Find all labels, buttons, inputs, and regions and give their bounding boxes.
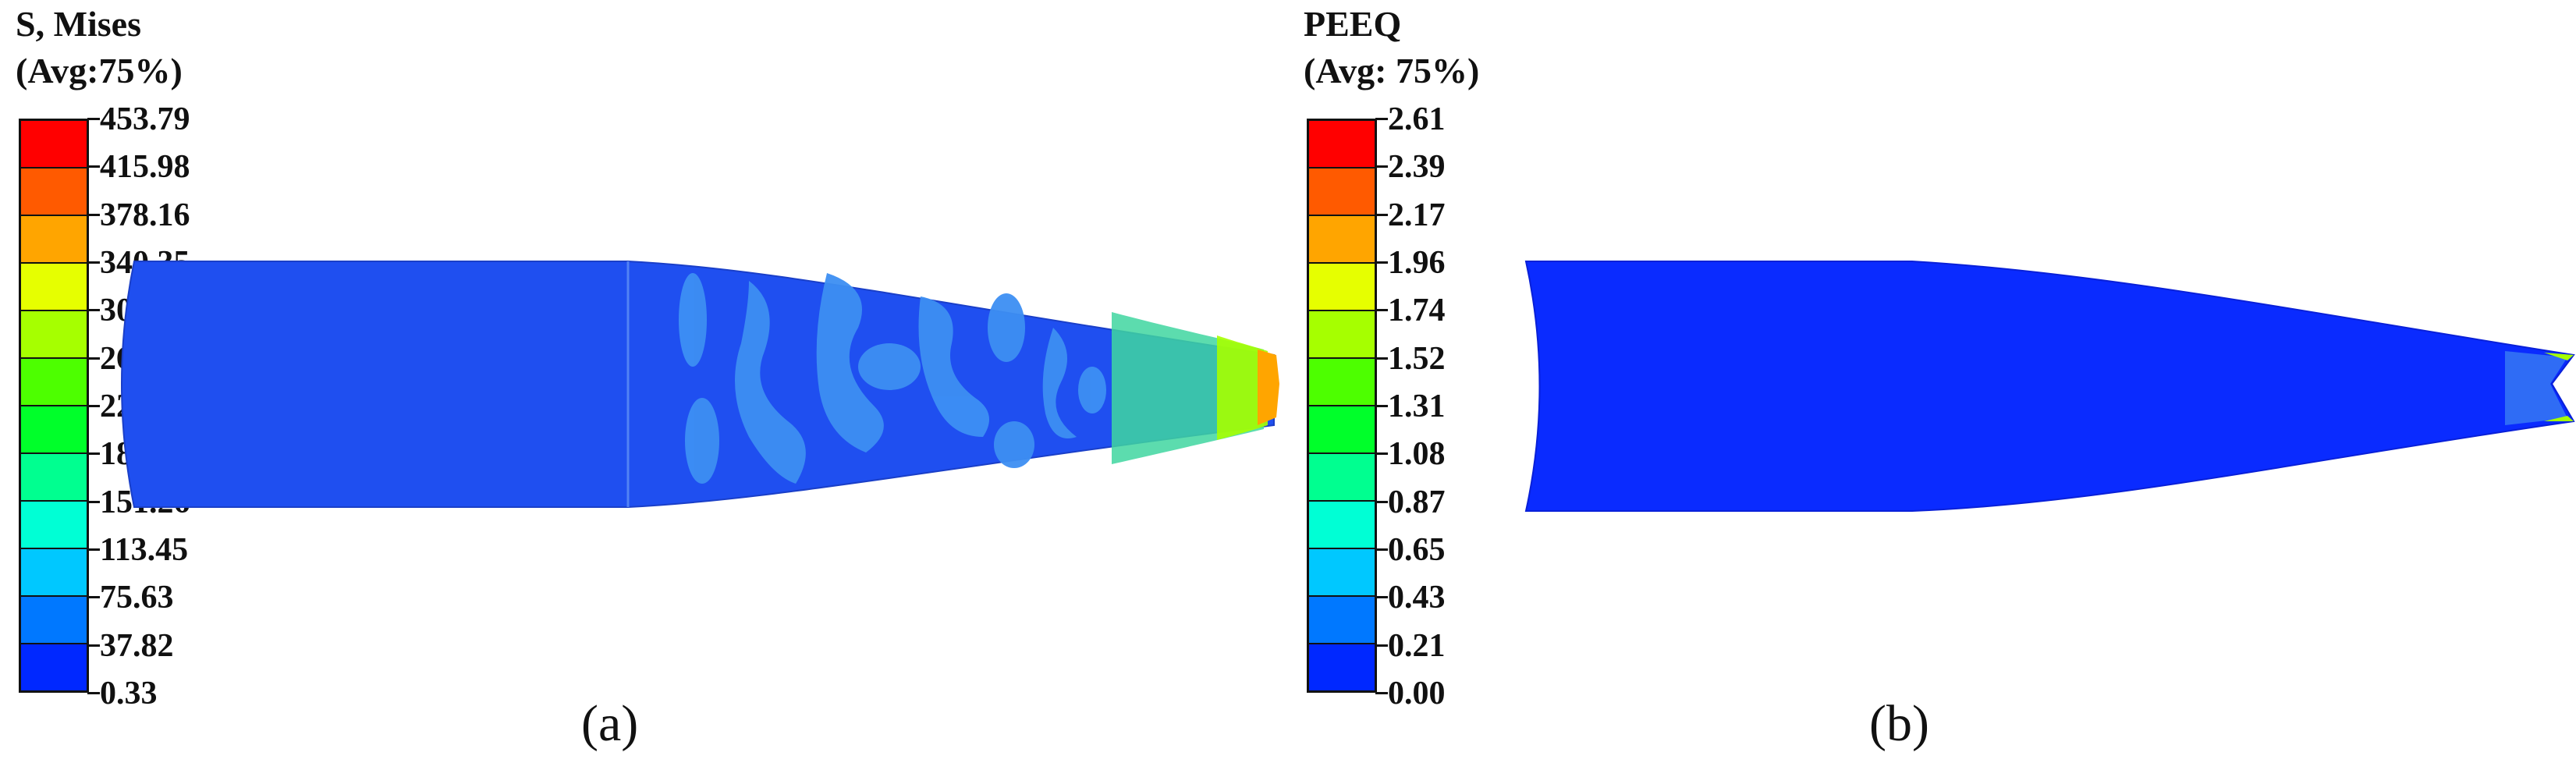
legend-tick-label: 2.39 [1388,149,1446,186]
legend-swatch [1309,264,1375,311]
legend-title-line2: (Avg:75%) [16,51,183,90]
legend-swatch [1309,406,1375,454]
legend-swatch [1309,216,1375,264]
legend-tick-mark [1375,213,1388,216]
legend-tick-label: 2.17 [1388,197,1446,233]
legend-swatch [21,597,87,644]
legend-tick-label: 37.82 [100,627,174,664]
legend-swatch [1309,597,1375,644]
legend-swatch [1309,454,1375,502]
tip-zone-light [2505,351,2567,425]
legend-tick-label: 1.74 [1388,293,1446,329]
legend-swatch [1309,549,1375,597]
color-legend-bar [19,119,89,693]
tip-zone-yellow [1217,335,1268,440]
legend-swatch [21,311,87,359]
legend-tick-mark [87,309,100,312]
color-legend-bar [1307,119,1377,693]
legend-tick-label: 1.52 [1388,340,1446,377]
legend-tick-mark [87,261,100,264]
legend-tick-mark [1375,452,1388,456]
legend-tick-label: 415.98 [100,149,190,186]
legend-title-line2: (Avg: 75%) [1304,51,1480,90]
legend-swatch [21,406,87,454]
legend-tick-label: 0.43 [1388,580,1446,616]
legend-tick-mark [87,644,100,647]
legend-tick-mark [1375,118,1388,120]
legend-swatch [21,264,87,311]
legend-title-line1: S, Mises [16,4,141,44]
legend-tick-mark [87,548,100,551]
legend-tick-mark [87,452,100,456]
legend-tick-label: 0.87 [1388,484,1446,520]
legend-tick-mark [87,596,100,599]
legend-tick-mark [1375,548,1388,551]
legend-swatch [21,454,87,502]
legend-swatch [1309,644,1375,690]
part-body [1524,261,2575,512]
contour-plot [1524,261,2575,512]
legend-swatch [21,359,87,406]
legend-swatch [1309,169,1375,216]
panel-mises-stress: S, Mises (Avg:75%) 453.79415.98378.16340… [16,4,1279,752]
legend-tick-mark [1375,500,1388,503]
legend-tick-mark [87,405,100,407]
legend-swatch [21,121,87,169]
legend-swatch [1309,121,1375,169]
figure-caption: (a) [581,695,639,752]
legend-swatch [1309,359,1375,406]
legend-tick-label: 453.79 [100,101,190,137]
legend-tick-label: 1.96 [1388,245,1446,281]
legend-tick-label: 75.63 [100,580,174,616]
legend-swatch [21,644,87,690]
legend-tick-mark [87,118,100,120]
tip-edge-top [2544,353,2574,360]
legend-tick-mark [1375,309,1388,312]
legend-tick-mark [87,165,100,169]
legend-title-line1: PEEQ [1304,4,1402,44]
legend-swatch [1309,502,1375,549]
tip-edge-bottom [2544,416,2574,421]
legend-tick-mark [87,692,100,694]
legend-tick-mark [87,500,100,503]
legend-swatch [21,216,87,264]
legend-swatch [21,549,87,597]
legend-tick-label: 0.65 [1388,532,1446,568]
legend-tick-mark [87,357,100,360]
legend-tick-mark [1375,596,1388,599]
legend-tick-label: 1.08 [1388,436,1446,473]
legend-tick-label: 0.00 [1388,676,1446,711]
legend-tick-label: 0.21 [1388,627,1446,664]
legend-tick-mark [1375,165,1388,169]
panel-peeq: PEEQ (Avg: 75%) 2.61 2.39 2.17 1.96 1.74 1.52… [1288,0,2576,770]
legend-tick-label: 378.16 [100,197,190,233]
legend-tick-mark [1375,405,1388,407]
figure-caption: (b) [1869,695,1929,752]
tip-zone-orange [1258,350,1279,425]
legend-swatch [21,169,87,216]
legend-tick-label: 1.31 [1388,389,1446,424]
legend-tick-label: 2.61 [1388,101,1446,137]
legend-tick-mark [1375,644,1388,647]
legend-tick-mark [87,213,100,216]
legend-tick-mark [1375,692,1388,694]
contour-plot [121,261,1279,508]
legend-swatch [1309,311,1375,359]
legend-tick-label: 0.33 [100,676,158,711]
legend-swatch [21,502,87,549]
legend-tick-mark [1375,357,1388,360]
stress-pattern-region [679,273,1106,484]
legend-tick-mark [1375,261,1388,264]
legend-tick-label: 113.45 [100,532,189,568]
